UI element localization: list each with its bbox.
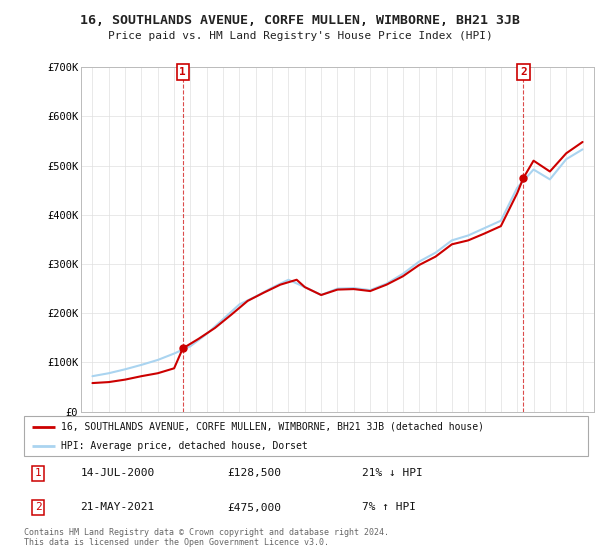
Text: 2: 2 (35, 502, 41, 512)
Text: 21% ↓ HPI: 21% ↓ HPI (362, 468, 423, 478)
Text: 14-JUL-2000: 14-JUL-2000 (80, 468, 155, 478)
Text: 7% ↑ HPI: 7% ↑ HPI (362, 502, 416, 512)
Text: 1: 1 (35, 468, 41, 478)
Text: Contains HM Land Registry data © Crown copyright and database right 2024.
This d: Contains HM Land Registry data © Crown c… (24, 528, 389, 547)
Text: 16, SOUTHLANDS AVENUE, CORFE MULLEN, WIMBORNE, BH21 3JB (detached house): 16, SOUTHLANDS AVENUE, CORFE MULLEN, WIM… (61, 422, 484, 432)
FancyBboxPatch shape (24, 416, 588, 456)
Text: £128,500: £128,500 (227, 468, 281, 478)
Text: 1: 1 (179, 67, 186, 77)
Text: £475,000: £475,000 (227, 502, 281, 512)
Text: 16, SOUTHLANDS AVENUE, CORFE MULLEN, WIMBORNE, BH21 3JB: 16, SOUTHLANDS AVENUE, CORFE MULLEN, WIM… (80, 14, 520, 27)
Text: 2: 2 (520, 67, 527, 77)
Text: 21-MAY-2021: 21-MAY-2021 (80, 502, 155, 512)
Text: HPI: Average price, detached house, Dorset: HPI: Average price, detached house, Dors… (61, 441, 307, 451)
Text: Price paid vs. HM Land Registry's House Price Index (HPI): Price paid vs. HM Land Registry's House … (107, 31, 493, 41)
